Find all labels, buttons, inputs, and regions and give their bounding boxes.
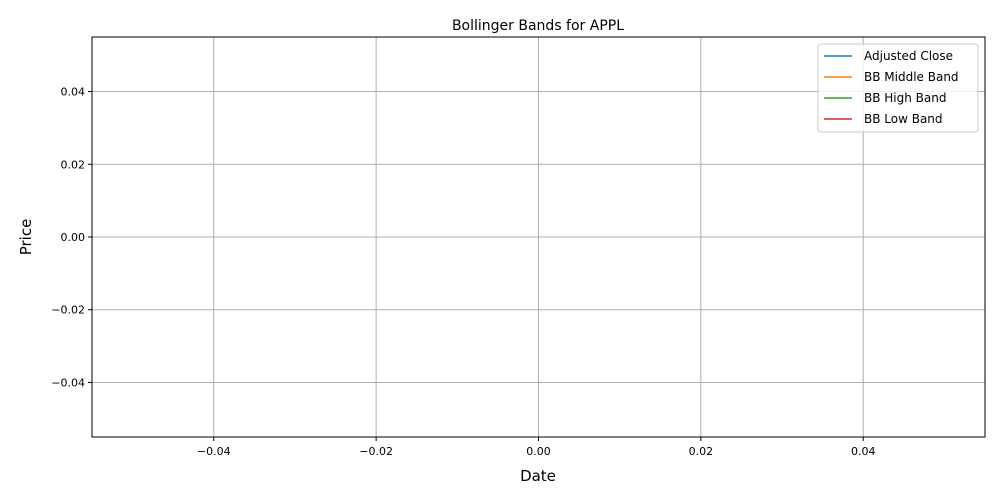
x-tick-label: 0.00 [526,445,551,458]
x-tick-label: −0.04 [197,445,231,458]
legend-entry-label: BB Low Band [864,112,943,126]
x-tick-label: 0.04 [851,445,876,458]
axis-ticks: −0.04 −0.02 0.00 0.02 0.04 −0.04 −0.02 0.00 0.02… [51,86,875,458]
x-tick-label: 0.02 [689,445,714,458]
y-tick-label: 0.02 [61,158,86,171]
y-tick-label: 0.04 [61,86,86,99]
legend-entry-label: Adjusted Close [864,49,953,63]
x-tick-label: −0.02 [359,445,393,458]
legend-entry-label: BB High Band [864,91,946,105]
y-tick-label: 0.00 [61,231,86,244]
chart-title: Bollinger Bands for APPL [452,18,624,34]
y-tick-label: −0.02 [51,304,85,317]
legend-box [817,43,979,133]
y-axis-label: Price [17,219,35,256]
legend-entry-label: BB Middle Band [864,70,959,84]
x-axis-label: Date [520,467,556,485]
legend: Adjusted Close BB Middle Band BB High Band… [817,43,979,133]
y-tick-label: −0.04 [51,376,85,389]
